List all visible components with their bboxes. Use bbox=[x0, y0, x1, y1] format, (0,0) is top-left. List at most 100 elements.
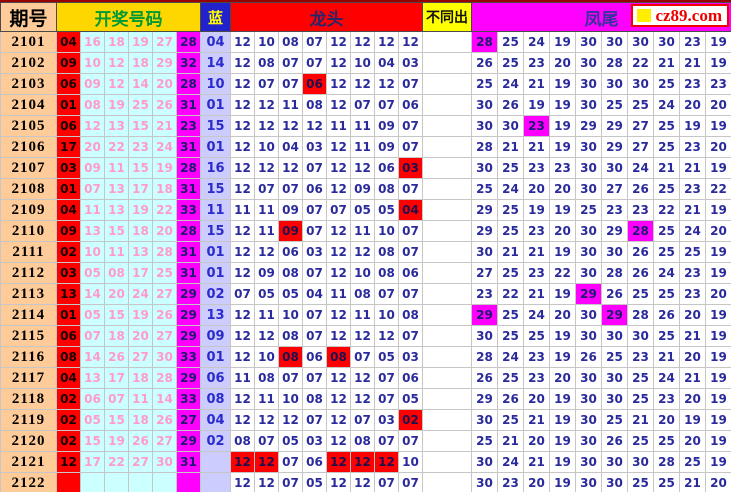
dragon-head-cell: 12 bbox=[326, 472, 351, 492]
dragon-head-cell: 12 bbox=[254, 115, 279, 137]
red-ball-cell: 19 bbox=[152, 157, 177, 179]
phoenix-tail-cell: 23 bbox=[679, 73, 706, 95]
site-logo[interactable]: cz89.com bbox=[631, 4, 729, 27]
dragon-head-cell: 07 bbox=[254, 178, 279, 200]
red-ball-cell: 25 bbox=[152, 262, 177, 284]
phoenix-tail-cell: 28 bbox=[471, 136, 498, 158]
dragon-head-cell: 06 bbox=[398, 262, 423, 284]
red-ball-cell: 15 bbox=[104, 304, 129, 326]
phoenix-tail-cell: 20 bbox=[705, 220, 731, 242]
phoenix-tail-cell: 25 bbox=[497, 52, 524, 74]
phoenix-tail-cell: 30 bbox=[575, 262, 602, 284]
blue-ball-cell: 15 bbox=[200, 220, 231, 242]
phoenix-tail-cell: 20 bbox=[679, 430, 706, 452]
dragon-head-cell: 12 bbox=[326, 367, 351, 389]
dragon-head-cell: 07 bbox=[302, 199, 327, 221]
phoenix-tail-cell: 25 bbox=[653, 283, 680, 305]
dragon-head-cell: 12 bbox=[230, 451, 255, 473]
phoenix-tail-cell: 30 bbox=[575, 241, 602, 263]
dragon-head-cell: 09 bbox=[278, 199, 303, 221]
dragon-head-cell: 09 bbox=[374, 115, 399, 137]
logo-text: cz89.com bbox=[655, 6, 722, 25]
phoenix-tail-cell: 28 bbox=[471, 346, 498, 368]
red-ball-cell: 22 bbox=[104, 136, 129, 158]
table-row: 2114 01 05 15 19 26 29 13 12 11 10 07 12 11 10 08 29 25 24… bbox=[0, 304, 731, 326]
different-cell bbox=[422, 73, 472, 95]
dragon-head-cell: 12 bbox=[230, 31, 255, 53]
red-ball-cell: 07 bbox=[80, 325, 105, 347]
phoenix-tail-cell: 19 bbox=[549, 472, 576, 492]
phoenix-tail-cell: 30 bbox=[601, 367, 628, 389]
phoenix-tail-cell: 23 bbox=[627, 346, 654, 368]
dragon-head-cell: 12 bbox=[350, 388, 375, 410]
phoenix-tail-cell: 24 bbox=[653, 262, 680, 284]
red-ball-cell bbox=[128, 472, 153, 492]
dragon-head-cell: 12 bbox=[302, 115, 327, 137]
dragon-head-cell: 09 bbox=[374, 136, 399, 158]
period-cell: 2114 bbox=[0, 304, 57, 326]
different-cell bbox=[422, 304, 472, 326]
period-cell: 2116 bbox=[0, 346, 57, 368]
dragon-head-cell: 12 bbox=[278, 409, 303, 431]
phoenix-tail-cell: 22 bbox=[549, 262, 576, 284]
table-row: 2103 06 09 12 14 20 28 10 12 07 07 06 12 12 12 07 25 24 21… bbox=[0, 73, 731, 95]
dragon-head-cell: 11 bbox=[350, 115, 375, 137]
dragon-head-cell: 10 bbox=[374, 220, 399, 242]
phoenix-tail-cell: 25 bbox=[679, 451, 706, 473]
phoenix-tail-cell: 30 bbox=[575, 409, 602, 431]
dragon-head-cell: 07 bbox=[278, 52, 303, 74]
dragon-head-cell: 12 bbox=[230, 115, 255, 137]
red-ball-cell: 20 bbox=[128, 325, 153, 347]
phoenix-tail-cell: 21 bbox=[679, 325, 706, 347]
red-ball-cell: 15 bbox=[104, 409, 129, 431]
dragon-head-cell: 07 bbox=[350, 346, 375, 368]
phoenix-tail-cell: 30 bbox=[575, 220, 602, 242]
phoenix-tail-cell: 30 bbox=[575, 304, 602, 326]
red-ball-cell: 09 bbox=[80, 157, 105, 179]
dragon-head-cell: 11 bbox=[326, 115, 351, 137]
phoenix-tail-cell: 21 bbox=[497, 136, 524, 158]
table-row: 2122 12 12 07 05 12 12 07 07 30 23 20 19 30 30 25 25 21 20 bbox=[0, 472, 731, 492]
dragon-head-cell: 12 bbox=[254, 157, 279, 179]
phoenix-tail-cell: 20 bbox=[523, 178, 550, 200]
phoenix-tail-cell: 23 bbox=[705, 73, 731, 95]
phoenix-tail-cell: 25 bbox=[653, 430, 680, 452]
dragon-head-cell: 12 bbox=[326, 178, 351, 200]
phoenix-tail-cell: 30 bbox=[601, 73, 628, 95]
red-ball-cell: 27 bbox=[152, 325, 177, 347]
dragon-head-cell: 03 bbox=[398, 346, 423, 368]
red-ball-cell: 05 bbox=[80, 304, 105, 326]
phoenix-tail-cell: 20 bbox=[549, 52, 576, 74]
red-ball-cell: 26 bbox=[152, 94, 177, 116]
phoenix-tail-cell: 23 bbox=[523, 157, 550, 179]
red-ball-cell: 22 bbox=[152, 199, 177, 221]
red-ball-cell: 06 bbox=[80, 388, 105, 410]
red-ball-cell: 18 bbox=[152, 178, 177, 200]
dragon-head-cell: 07 bbox=[350, 409, 375, 431]
dragon-head-cell: 03 bbox=[374, 409, 399, 431]
phoenix-tail-cell: 21 bbox=[653, 52, 680, 74]
blue-ball-cell: 15 bbox=[200, 178, 231, 200]
col-header-blue: 蓝 bbox=[200, 2, 231, 32]
table-row: 2104 01 08 19 25 26 31 01 12 12 11 08 12 07 07 06 30 26 19… bbox=[0, 94, 731, 116]
header-row: 期号 开奖号码 蓝 龙头 不同出 凤尾 bbox=[0, 2, 731, 32]
dragon-head-cell: 08 bbox=[374, 241, 399, 263]
dragon-head-cell: 08 bbox=[254, 367, 279, 389]
phoenix-tail-cell: 23 bbox=[549, 157, 576, 179]
dragon-head-cell: 06 bbox=[302, 451, 327, 473]
dragon-head-cell: 05 bbox=[398, 388, 423, 410]
red-ball-cell: 29 bbox=[176, 304, 201, 326]
table-row: 2110 09 13 15 18 20 28 15 12 11 09 07 12 11 10 07 29 25 23… bbox=[0, 220, 731, 242]
red-ball-cell: 24 bbox=[152, 136, 177, 158]
dragon-head-cell: 08 bbox=[302, 94, 327, 116]
red-ball-cell: 04 bbox=[56, 31, 81, 53]
phoenix-tail-cell: 30 bbox=[601, 472, 628, 492]
dragon-head-cell: 10 bbox=[254, 31, 279, 53]
phoenix-tail-cell: 21 bbox=[523, 73, 550, 95]
phoenix-tail-cell: 21 bbox=[523, 283, 550, 305]
phoenix-tail-cell: 26 bbox=[471, 52, 498, 74]
phoenix-tail-cell: 30 bbox=[575, 73, 602, 95]
dragon-head-cell: 12 bbox=[230, 157, 255, 179]
phoenix-tail-cell: 19 bbox=[705, 304, 731, 326]
phoenix-tail-cell: 30 bbox=[601, 325, 628, 347]
